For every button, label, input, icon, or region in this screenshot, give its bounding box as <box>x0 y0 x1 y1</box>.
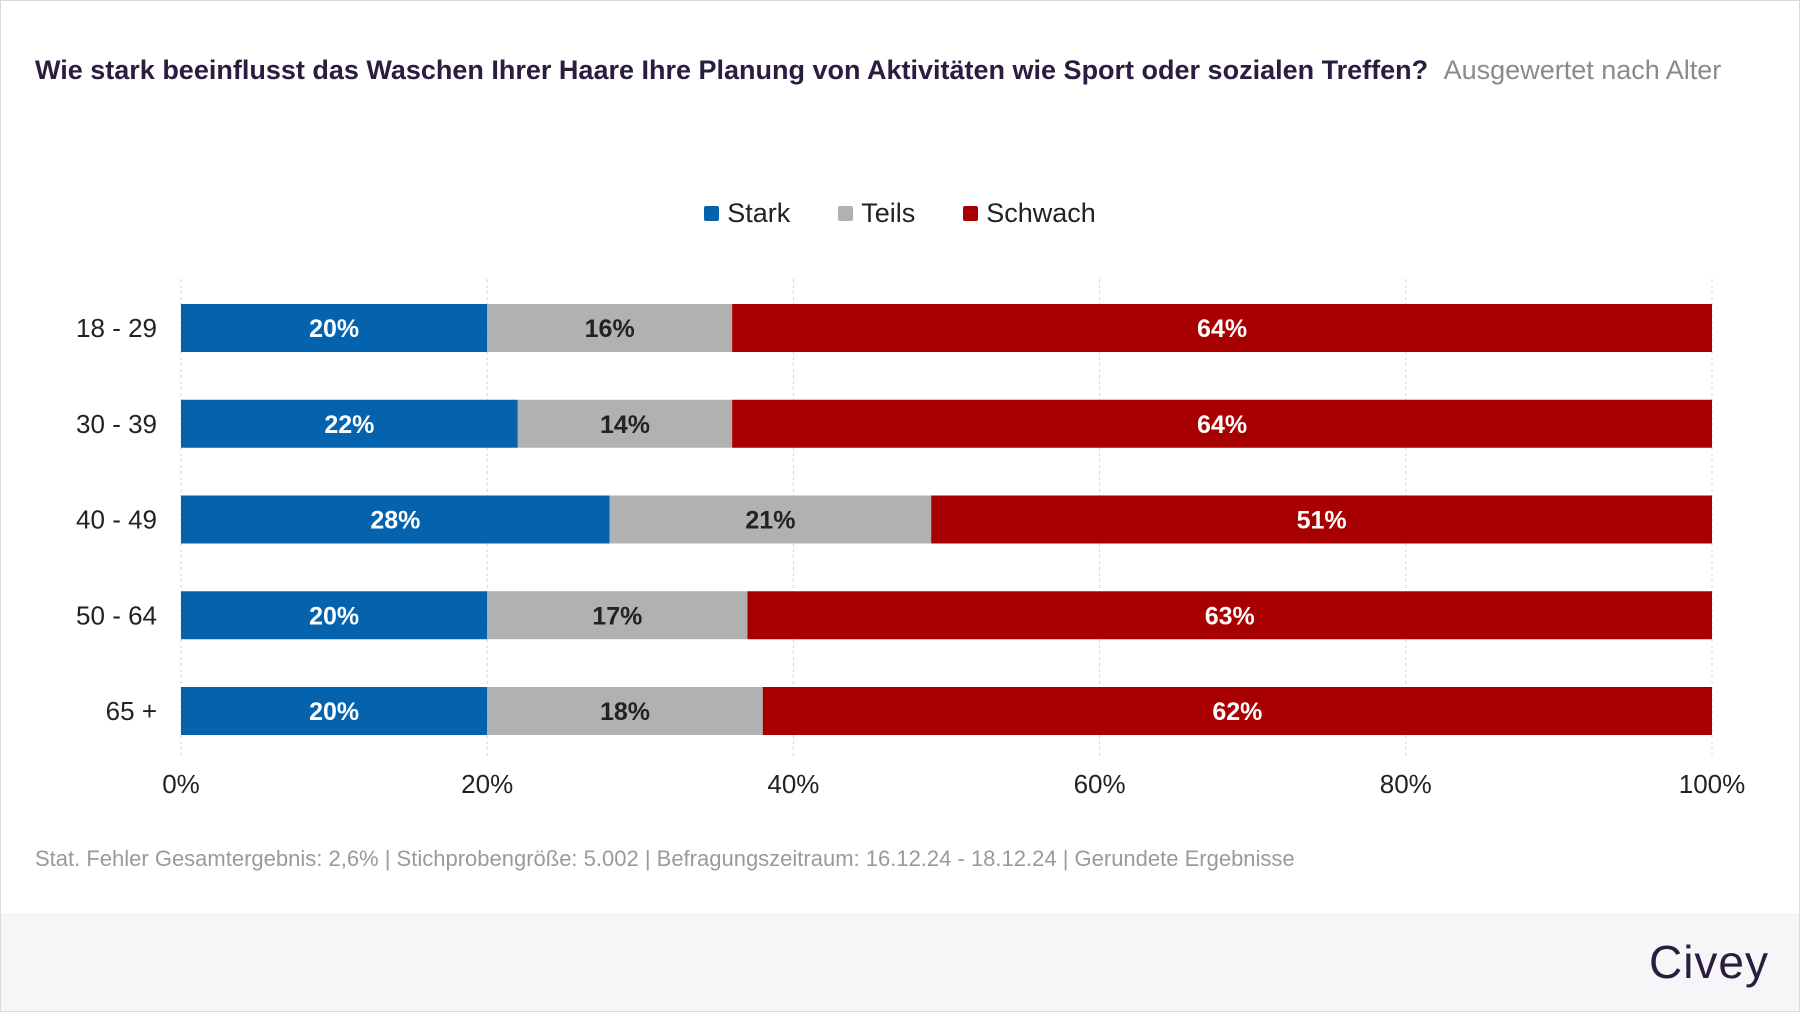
bar-segment-stark <box>181 304 488 352</box>
bar-segment-teils <box>487 687 763 735</box>
civey-logo[interactable]: Civey <box>1648 936 1769 988</box>
data-label: 64% <box>1197 315 1247 343</box>
bar-segment-teils <box>487 591 748 640</box>
category-label: 18 - 29 <box>76 313 157 343</box>
x-tick-label: 0% <box>162 769 200 799</box>
category-label: 65 + <box>106 696 157 726</box>
bar-segment-schwach <box>732 399 1712 448</box>
data-label: 51% <box>1297 507 1347 535</box>
bar-segment-stark <box>181 591 488 640</box>
data-label: 18% <box>600 698 650 726</box>
data-label: 16% <box>585 315 635 343</box>
data-label: 64% <box>1197 411 1247 439</box>
data-label: 20% <box>309 698 359 726</box>
data-label: 14% <box>600 411 650 439</box>
legend-item-schwach: Schwach <box>963 193 1096 233</box>
category-label: 40 - 49 <box>76 505 157 535</box>
chart-title-block: Wie stark beeinflusst das Waschen Ihrer … <box>35 45 1755 96</box>
legend-label-teils: Teils <box>861 197 916 228</box>
legend-item-teils: Teils <box>838 193 915 233</box>
chart-subtitle: Ausgewertet nach Alter <box>1443 55 1722 85</box>
legend-item-stark: Stark <box>704 193 790 233</box>
bar-segment-stark <box>181 495 610 544</box>
data-label: 63% <box>1205 602 1255 630</box>
bar-segment-schwach <box>931 495 1712 544</box>
bar-segment-teils <box>517 399 733 448</box>
footer-bar: Civey <box>1 913 1799 1011</box>
bar-segment-teils <box>487 304 733 352</box>
category-label: 30 - 39 <box>76 409 157 439</box>
data-label: 21% <box>745 507 795 535</box>
x-tick-label: 80% <box>1380 769 1432 799</box>
legend-swatch-teils <box>838 205 854 221</box>
data-label: 62% <box>1212 698 1262 726</box>
category-label: 50 - 64 <box>76 600 157 630</box>
data-label: 22% <box>324 411 374 439</box>
data-label: 20% <box>309 315 359 343</box>
chart-title: Wie stark beeinflusst das Waschen Ihrer … <box>35 55 1429 85</box>
data-label: 17% <box>592 602 642 630</box>
x-tick-label: 100% <box>1679 769 1746 799</box>
data-label: 20% <box>309 602 359 630</box>
bar-segment-teils <box>609 495 932 544</box>
legend-label-stark: Stark <box>727 197 791 228</box>
stacked-bar-chart: 0% 20% 40% 60% 80% 100% 18 - 29 20% 16% 64% 30 - 3… <box>76 279 1746 799</box>
bar-segment-schwach <box>762 687 1712 735</box>
footer-note: Stat. Fehler Gesamtergebnis: 2,6% | Stic… <box>35 846 1295 871</box>
bar-segment-stark <box>181 399 518 448</box>
bar-segment-schwach <box>747 591 1712 640</box>
bar-segment-schwach <box>732 304 1712 352</box>
x-tick-label: 60% <box>1074 769 1126 799</box>
data-label: 28% <box>370 507 420 535</box>
legend-swatch-schwach <box>963 205 979 221</box>
x-tick-label: 40% <box>767 769 819 799</box>
chart-legend: Stark Teils Schwach <box>1 193 1799 233</box>
legend-swatch-stark <box>704 205 720 221</box>
legend-label-schwach: Schwach <box>986 197 1096 228</box>
x-tick-label: 20% <box>461 769 513 799</box>
bar-segment-stark <box>181 687 488 735</box>
